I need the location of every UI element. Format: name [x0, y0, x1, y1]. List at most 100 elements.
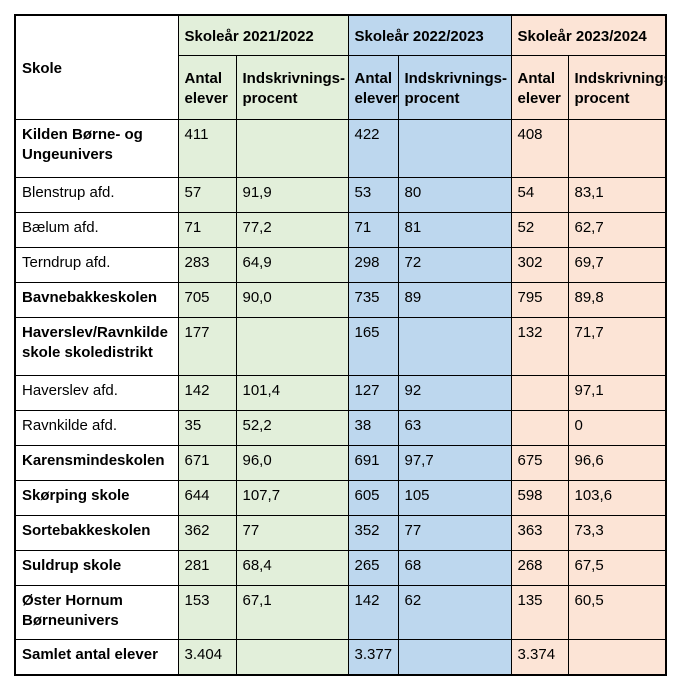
pct-cell: 77	[235, 515, 349, 551]
pct-cell: 71,7	[567, 317, 667, 376]
pct-cell: 68,4	[235, 550, 349, 586]
pct-cell: 89	[397, 282, 512, 318]
pct-cell: 90,0	[235, 282, 349, 318]
antal-cell: 363	[510, 515, 569, 551]
pct-cell: 101,4	[235, 375, 349, 411]
antal-cell: 52	[510, 212, 569, 248]
antal-cell: 352	[347, 515, 399, 551]
antal-cell: 265	[347, 550, 399, 586]
subheader-row: Antal elever Indskrivnings-procent Antal…	[15, 55, 667, 120]
table-row: Blenstrup afd. 57 91,9 53 80 54 83,1	[14, 177, 667, 213]
pct-cell: 83,1	[567, 177, 667, 213]
school-name-cell: Karensmindeskolen	[14, 445, 179, 481]
school-name-cell: Skørping skole	[14, 480, 179, 516]
table-row: Sortebakkeskolen 362 77 352 77 363 73,3	[14, 515, 667, 551]
pct-cell: 97,1	[567, 375, 667, 411]
pct-cell: 62,7	[567, 212, 667, 248]
antal-cell: 411	[177, 119, 237, 178]
antal-cell: 54	[510, 177, 569, 213]
school-name-cell: Sortebakkeskolen	[14, 515, 179, 551]
pct-cell: 62	[397, 585, 512, 640]
table-row: Suldrup skole 281 68,4 265 68 268 67,5	[14, 550, 667, 586]
antal-cell: 735	[347, 282, 399, 318]
pct-cell: 91,9	[235, 177, 349, 213]
antal-cell: 132	[510, 317, 569, 376]
antal-cell: 35	[177, 410, 237, 446]
pct-cell: 103,6	[567, 480, 667, 516]
pct-cell: 96,6	[567, 445, 667, 481]
antal-cell: 408	[510, 119, 569, 178]
pct-cell: 77,2	[235, 212, 349, 248]
school-name-cell: Øster Hornum Børneunivers	[14, 585, 179, 640]
pct-cell: 67,5	[567, 550, 667, 586]
column-header-skole: Skole	[14, 14, 179, 120]
antal-cell: 153	[177, 585, 237, 640]
table-row: Bavnebakkeskolen 705 90,0 735 89 795 89,…	[14, 282, 667, 318]
table-row: Haverslev/Ravnkilde skole skoledistrikt …	[14, 317, 667, 376]
pct-cell: 72	[397, 247, 512, 283]
pct-cell: 68	[397, 550, 512, 586]
antal-cell: 57	[177, 177, 237, 213]
pct-cell: 52,2	[235, 410, 349, 446]
column-header-pct-2022: Indskrivnings-procent	[397, 55, 512, 120]
antal-cell: 3.377	[347, 639, 399, 675]
antal-cell: 268	[510, 550, 569, 586]
antal-cell: 644	[177, 480, 237, 516]
table-row: Haverslev afd. 142 101,4 127 92 97,1	[14, 375, 667, 411]
pct-cell: 81	[397, 212, 512, 248]
pct-cell: 73,3	[567, 515, 667, 551]
year-header-2022-2023: Skoleår 2022/2023	[347, 14, 512, 56]
antal-cell: 71	[177, 212, 237, 248]
school-name-cell: Kilden Børne- og Ungeunivers	[14, 119, 179, 178]
pct-cell	[235, 317, 349, 376]
school-name-cell: Suldrup skole	[14, 550, 179, 586]
antal-cell: 598	[510, 480, 569, 516]
school-name-cell: Bavnebakkeskolen	[14, 282, 179, 318]
pct-cell: 63	[397, 410, 512, 446]
antal-cell: 675	[510, 445, 569, 481]
column-header-antal-2023: Antal elever	[510, 55, 569, 120]
table-row: Ravnkilde afd. 35 52,2 38 63 0	[14, 410, 667, 446]
table-row: Skørping skole 644 107,7 605 105 598 103…	[14, 480, 667, 516]
antal-cell: 142	[347, 585, 399, 640]
antal-cell: 691	[347, 445, 399, 481]
table-row: Kilden Børne- og Ungeunivers 411 422 408	[14, 119, 667, 178]
total-label-cell: Samlet antal elever	[14, 639, 179, 675]
pct-cell: 92	[397, 375, 512, 411]
antal-cell: 281	[177, 550, 237, 586]
pct-cell: 107,7	[235, 480, 349, 516]
antal-cell: 53	[347, 177, 399, 213]
antal-cell: 302	[510, 247, 569, 283]
school-name-cell: Bælum afd.	[14, 212, 179, 248]
column-header-pct-2021: Indskrivnings-procent	[235, 55, 349, 120]
school-name-cell: Blenstrup afd.	[14, 177, 179, 213]
antal-cell	[510, 375, 569, 411]
pct-cell: 89,8	[567, 282, 667, 318]
column-header-antal-2022: Antal elever	[347, 55, 399, 120]
pct-cell: 69,7	[567, 247, 667, 283]
table-row: Bælum afd. 71 77,2 71 81 52 62,7	[14, 212, 667, 248]
antal-cell: 71	[347, 212, 399, 248]
antal-cell: 671	[177, 445, 237, 481]
antal-cell: 362	[177, 515, 237, 551]
antal-cell: 142	[177, 375, 237, 411]
pct-cell: 80	[397, 177, 512, 213]
year-header-2023-2024: Skoleår 2023/2024	[510, 14, 667, 56]
antal-cell: 177	[177, 317, 237, 376]
pct-cell: 77	[397, 515, 512, 551]
pct-cell	[235, 639, 349, 675]
antal-cell: 283	[177, 247, 237, 283]
antal-cell: 127	[347, 375, 399, 411]
pct-cell: 64,9	[235, 247, 349, 283]
antal-cell: 38	[347, 410, 399, 446]
table-row: Terndrup afd. 283 64,9 298 72 302 69,7	[14, 247, 667, 283]
pct-cell: 60,5	[567, 585, 667, 640]
school-name-cell: Haverslev/Ravnkilde skole skoledistrikt	[14, 317, 179, 376]
antal-cell: 605	[347, 480, 399, 516]
pct-cell: 105	[397, 480, 512, 516]
pct-cell	[235, 119, 349, 178]
pct-cell: 96,0	[235, 445, 349, 481]
school-name-cell: Terndrup afd.	[14, 247, 179, 283]
pct-cell	[567, 639, 667, 675]
